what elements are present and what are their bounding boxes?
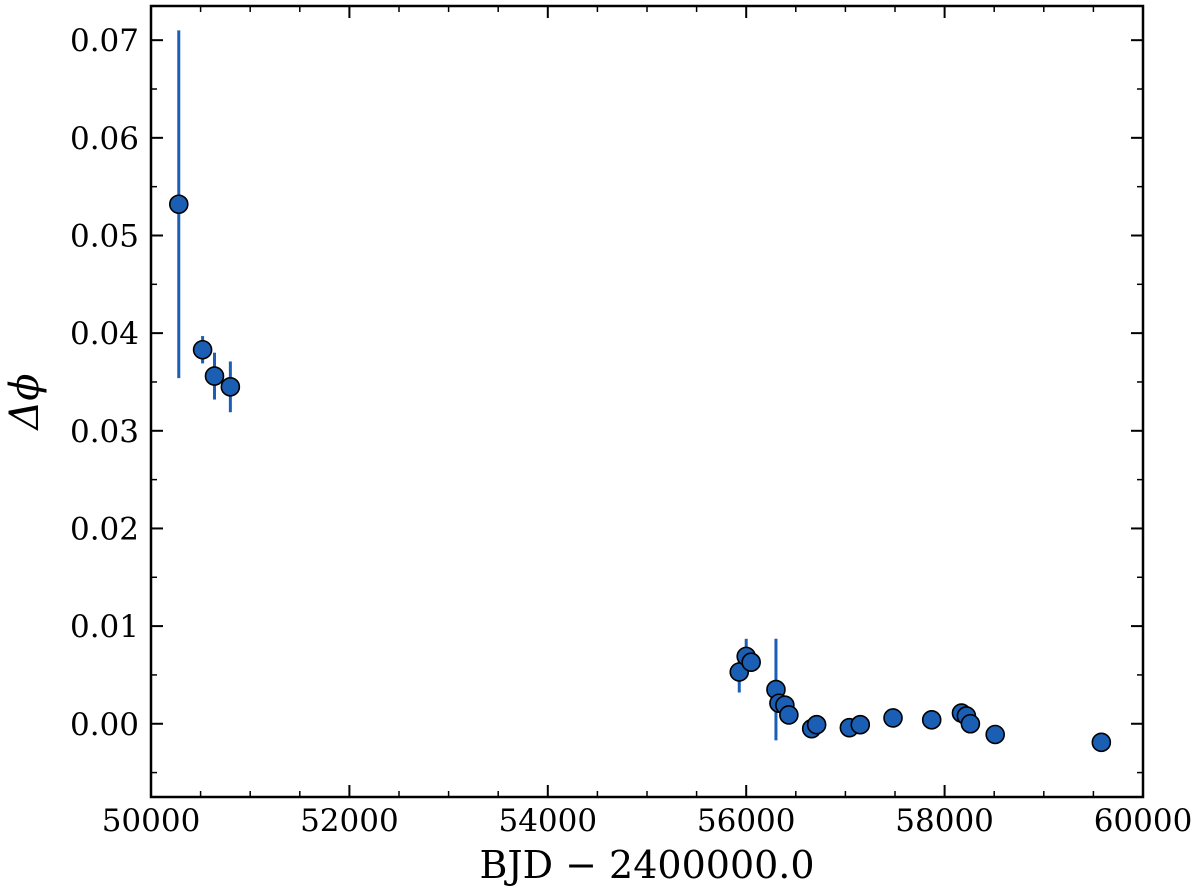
data-point: [850, 714, 871, 735]
y-tick-labels: 0.00 0.01 0.02 0.03 0.04 0.05 0.06 0.07: [70, 23, 139, 743]
y-tick-label: 0.02: [70, 511, 139, 547]
x-tick-label: 54000: [498, 803, 597, 839]
x-tick-label: 58000: [895, 803, 994, 839]
data-point: [741, 652, 761, 673]
y-tick-label: 0.03: [70, 414, 139, 450]
points-layer: [168, 194, 1112, 753]
x-tick-labels: 50000 52000 54000 56000 58000 60000: [102, 803, 1193, 839]
ticks-layer: [150, 6, 1144, 797]
data-point: [204, 366, 225, 386]
y-tick-label: 0.07: [70, 23, 139, 59]
y-tick-label: 0.01: [70, 609, 139, 645]
data-point: [779, 705, 799, 725]
data-point: [1091, 732, 1112, 753]
data-point: [168, 194, 189, 215]
y-axis-title: Δϕ: [2, 373, 48, 431]
x-tick-label: 60000: [1094, 803, 1193, 839]
data-point: [883, 708, 903, 728]
data-point: [921, 710, 942, 730]
data-point: [806, 714, 827, 735]
x-axis-title: BJD − 2400000.0: [479, 843, 814, 887]
data-point: [220, 377, 241, 397]
plot-frame: [149, 4, 1145, 799]
data-point: [960, 713, 981, 734]
data-point: [985, 724, 1005, 745]
x-tick-label: 52000: [300, 803, 399, 839]
y-tick-label: 0.05: [70, 218, 139, 254]
data-point: [192, 339, 213, 360]
x-tick-label: 50000: [102, 803, 201, 839]
x-tick-label: 56000: [697, 803, 796, 839]
y-tick-label: 0.04: [70, 316, 139, 352]
y-tick-label: 0.00: [70, 707, 139, 743]
errorbars-layer: [177, 30, 1103, 746]
y-tick-label: 0.06: [70, 121, 139, 157]
